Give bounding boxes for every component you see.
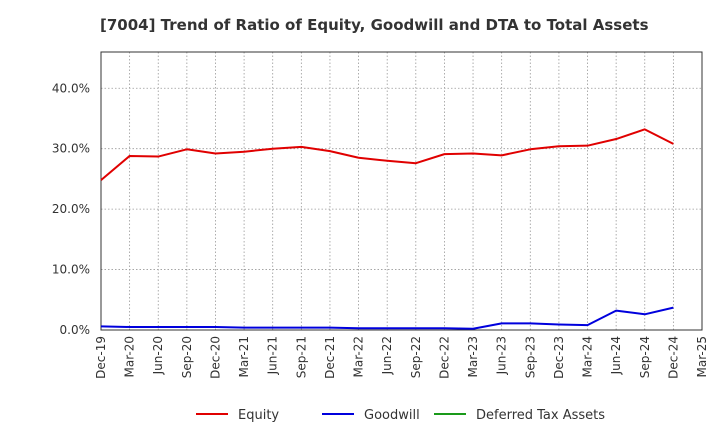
x-tick-label: Sep-22 <box>409 336 423 378</box>
x-tick-label: Mar-23 <box>466 336 480 377</box>
series-lines <box>100 128 674 330</box>
x-tick-label: Jun-23 <box>495 336 509 375</box>
x-tick-label: Mar-22 <box>352 336 366 377</box>
y-tick-label: 40.0% <box>52 81 90 95</box>
x-tick-label: Mar-20 <box>123 336 137 377</box>
x-tick-label: Mar-21 <box>237 336 251 377</box>
y-tick-label: 30.0% <box>52 142 90 156</box>
x-tick-label: Sep-23 <box>523 336 537 378</box>
grid <box>101 52 702 330</box>
x-tick-label: Sep-21 <box>294 336 308 378</box>
x-tick-label: Dec-23 <box>552 336 566 379</box>
y-tick-label: 0.0% <box>60 323 91 337</box>
x-tick-label: Dec-20 <box>208 336 222 379</box>
x-tick-label: Jun-20 <box>151 336 165 375</box>
x-tick-label: Dec-22 <box>437 336 451 379</box>
x-tick-label: Sep-24 <box>638 336 652 378</box>
x-tick-label: Mar-24 <box>581 336 595 377</box>
legend-label: Equity <box>238 408 279 423</box>
series-line-equity <box>100 128 674 181</box>
y-axis: 0.0% 10.0% 20.0% 30.0% 40.0% <box>52 81 90 337</box>
x-tick-label: Dec-24 <box>666 336 680 379</box>
y-tick-label: 20.0% <box>52 202 90 216</box>
x-tick-label: Sep-20 <box>180 336 194 378</box>
x-tick-label: Jun-22 <box>380 336 394 375</box>
plot-area <box>100 51 703 331</box>
chart-title: [7004] Trend of Ratio of Equity, Goodwil… <box>100 16 649 34</box>
y-tick-label: 10.0% <box>52 263 90 277</box>
legend-label: Deferred Tax Assets <box>476 408 605 423</box>
series-line-goodwill <box>100 306 674 330</box>
x-tick-label: Jun-21 <box>266 336 280 375</box>
x-axis: Dec-19 Mar-20 Jun-20 Sep-20 Dec-20 Mar-21 Jun-… <box>94 336 709 379</box>
x-tick-label: Jun-24 <box>609 336 623 375</box>
x-tick-label: Dec-21 <box>323 336 337 379</box>
legend: Equity Goodwill Deferred Tax Assets <box>196 408 605 423</box>
legend-label: Goodwill <box>364 408 420 423</box>
x-tick-label: Mar-25 <box>695 336 709 377</box>
x-tick-label: Dec-19 <box>94 336 108 379</box>
